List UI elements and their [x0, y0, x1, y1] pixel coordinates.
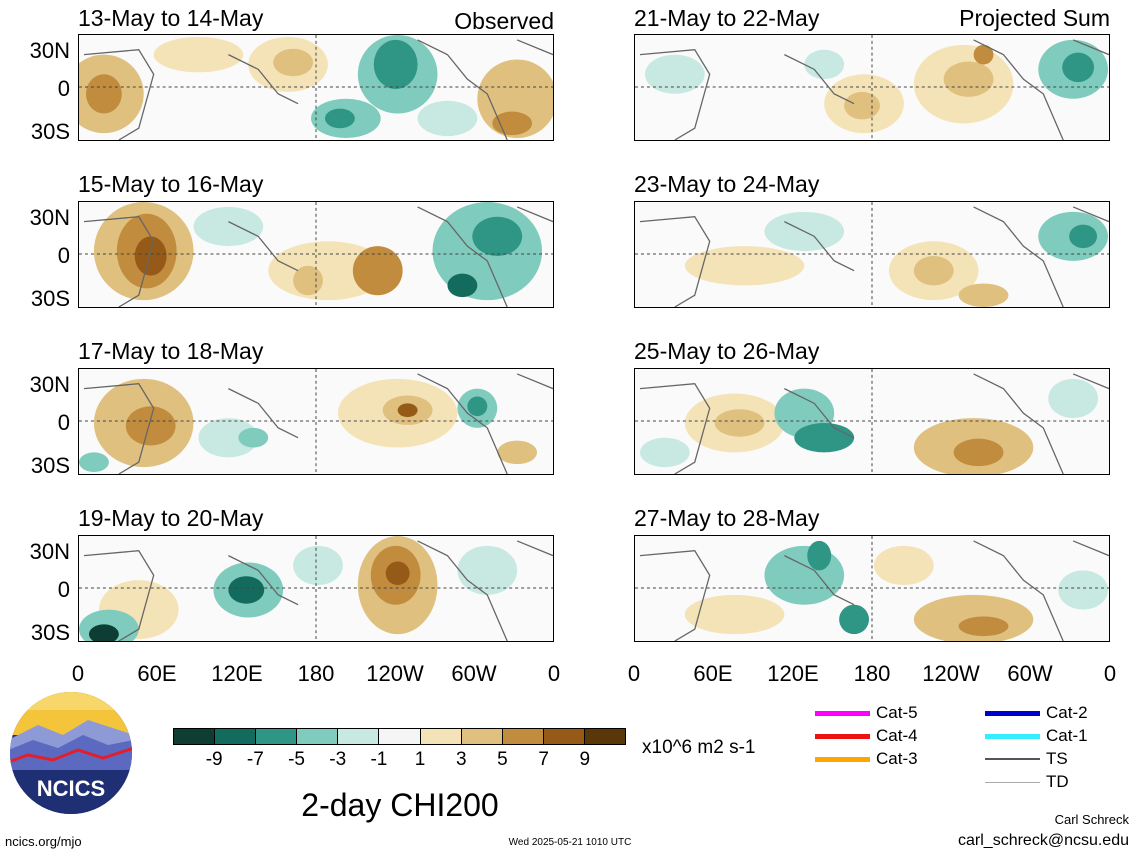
legend-item: Cat-3 — [815, 749, 918, 769]
legend-item: TS — [985, 749, 1068, 769]
panel-tag-projected: Projected Sum — [959, 5, 1110, 31]
legend-line — [985, 733, 1040, 739]
lat-label: 30S — [30, 453, 70, 478]
legend-item: TD — [985, 772, 1069, 792]
panel-title-4: 19-May to 20-May — [78, 505, 264, 531]
colorbar-swatch — [337, 729, 379, 744]
lat-label: 30S — [30, 286, 70, 311]
legend-item: Cat-5 — [815, 703, 918, 723]
colorbar — [173, 728, 626, 745]
legend-label: TD — [1046, 772, 1069, 791]
lat-label: 30S — [30, 119, 70, 144]
map-panel-3 — [78, 368, 554, 475]
legend-line — [985, 758, 1040, 760]
lat-label: 30S — [30, 620, 70, 645]
lat-label: 30N — [29, 539, 70, 564]
panel-title-3: 17-May to 18-May — [78, 338, 264, 364]
footer-author: Carl Schreck — [1054, 812, 1129, 827]
colorbar-tick-label: -1 — [370, 749, 388, 770]
lat-label: 30N — [29, 372, 70, 397]
colorbar-tick-label: 1 — [414, 749, 426, 770]
colorbar-swatch — [174, 729, 215, 744]
colorbar-swatch — [583, 729, 626, 744]
colorbar-swatch — [460, 729, 502, 744]
colorbar-tick-label: 5 — [497, 749, 508, 770]
lat-label: 30N — [29, 38, 70, 63]
lat-label: 0 — [57, 243, 70, 268]
colorbar-tick-label: -9 — [205, 749, 223, 770]
footer-url[interactable]: ncics.org/mjo — [5, 834, 82, 849]
panel-title-2: 15-May to 16-May — [78, 171, 264, 197]
lon-label: 180 — [297, 661, 335, 686]
map-panel-2 — [78, 201, 554, 308]
ncics-logo: NCICS — [8, 690, 134, 816]
lon-label: 0 — [547, 661, 561, 686]
map-panel-1 — [78, 34, 554, 141]
lat-label: 0 — [57, 76, 70, 101]
lon-label: 60W — [1007, 661, 1053, 686]
legend-line — [815, 733, 870, 739]
colorbar-tick-label: 9 — [579, 749, 591, 770]
map-panel-5 — [634, 34, 1110, 141]
legend-line — [815, 756, 870, 762]
lon-label: 0 — [71, 661, 85, 686]
panel-title-1: 13-May to 14-May — [78, 5, 264, 31]
lon-label: 0 — [627, 661, 641, 686]
colorbar-swatch — [419, 729, 461, 744]
colorbar-swatch — [378, 729, 420, 744]
lon-label: 120W — [922, 661, 980, 686]
legend-line — [985, 781, 1040, 783]
legend-label: Cat-1 — [1046, 726, 1088, 745]
panel-title-5: 21-May to 22-May — [634, 5, 820, 31]
colorbar-tick-label: -7 — [246, 749, 264, 770]
colorbar-tick-label: 3 — [455, 749, 467, 770]
colorbar-swatch — [214, 729, 256, 744]
footer-email[interactable]: carl_schreck@ncsu.edu — [958, 832, 1129, 849]
lon-label: 60W — [451, 661, 497, 686]
legend-item: Cat-1 — [985, 726, 1088, 746]
colorbar-tick-label: -5 — [288, 749, 305, 770]
main-title: 2-day CHI200 — [301, 787, 499, 823]
legend-line — [815, 710, 870, 716]
colorbar-swatch — [296, 729, 338, 744]
lat-label: 30N — [29, 205, 70, 230]
lon-label: 120W — [366, 661, 424, 686]
colorbar-units: x10^6 m2 s-1 — [642, 737, 756, 758]
colorbar-swatch — [255, 729, 297, 744]
panel-tag-observed: Observed — [454, 8, 554, 34]
legend-label: Cat-2 — [1046, 703, 1088, 722]
colorbar-tick-label: -3 — [329, 749, 347, 770]
colorbar-swatch — [501, 729, 543, 744]
map-panel-8 — [634, 535, 1110, 642]
legend-label: Cat-4 — [876, 726, 918, 745]
map-panel-4 — [78, 535, 554, 642]
lon-label: 180 — [853, 661, 891, 686]
panel-title-8: 27-May to 28-May — [634, 505, 820, 531]
legend-label: Cat-5 — [876, 703, 918, 722]
legend-label: TS — [1046, 749, 1068, 768]
legend-line — [985, 710, 1040, 716]
map-panel-7 — [634, 368, 1110, 475]
lon-label: 60E — [693, 661, 733, 686]
lon-label: 60E — [137, 661, 177, 686]
map-panel-6 — [634, 201, 1110, 308]
lon-label: 120E — [767, 661, 819, 686]
lon-label: 120E — [211, 661, 263, 686]
legend-item: Cat-4 — [815, 726, 918, 746]
panel-title-7: 25-May to 26-May — [634, 338, 820, 364]
storm-legend: Cat-5 Cat-4 Cat-3 Cat-2 Cat-1 TS TD — [815, 703, 1115, 798]
colorbar-tick-label: 7 — [538, 749, 549, 770]
colorbar-ticks: -9 -7 -5 -3 -1 1 3 5 7 9 — [173, 750, 626, 772]
panel-title-6: 23-May to 24-May — [634, 171, 820, 197]
legend-item: Cat-2 — [985, 703, 1088, 723]
lat-label: 0 — [57, 577, 70, 602]
lat-label: 0 — [57, 410, 70, 435]
footer-timestamp: Wed 2025-05-21 1010 UTC — [508, 837, 632, 848]
legend-label: Cat-3 — [876, 749, 918, 768]
lon-label: 0 — [1103, 661, 1117, 686]
logo-text: NCICS — [37, 776, 105, 801]
colorbar-swatch — [542, 729, 584, 744]
